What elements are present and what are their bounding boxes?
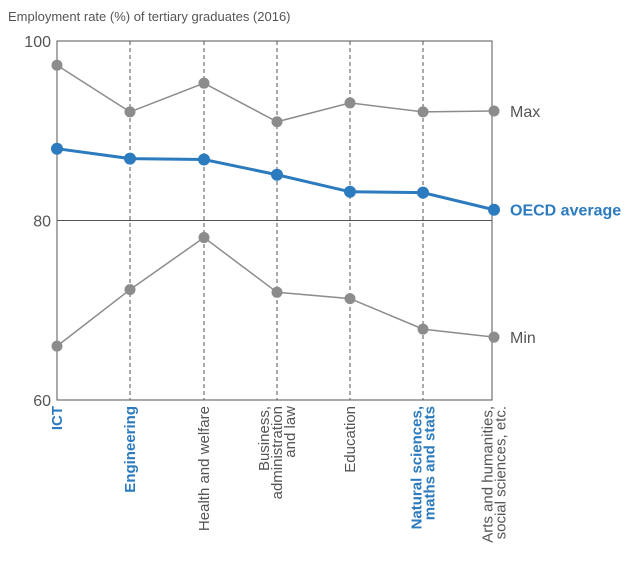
x-tick-label: Engineering [122,406,139,493]
data-point [271,116,283,128]
x-tick-line: and law [282,406,299,458]
y-tick-label: 60 [33,393,51,410]
series-label: Max [510,104,540,121]
series-label: Min [510,330,536,347]
data-point [271,168,283,181]
series-label: OECD average [510,203,621,220]
data-point [271,286,283,298]
data-point [51,142,63,155]
x-tick-line: administration [269,406,286,499]
data-point [417,106,429,118]
x-tick-line: Engineering [122,406,139,493]
data-point [51,340,63,352]
series-layer [51,59,500,352]
x-tick-line: social sciences, etc. [493,406,510,539]
x-tick-line: Education [342,406,359,473]
data-point [344,293,356,305]
grid-layer [56,40,493,401]
x-tick-label: Natural sciences,maths and stats [409,406,439,529]
x-tick-label: Education [342,406,359,473]
data-point [198,153,210,166]
x-tick-line: Business, [256,406,273,471]
x-tick-label: Arts and humanities,social sciences, etc… [480,406,510,543]
data-point [488,105,500,117]
data-point [488,203,500,216]
data-point [124,152,136,165]
data-point [417,323,429,335]
data-point [344,97,356,109]
data-point [198,232,210,244]
y-tick-label: 100 [24,34,51,51]
data-point [124,284,136,296]
x-tick-line: Natural sciences, [409,406,426,529]
labels-layer: 60 80 100 Max OECD average Min ICT Engineering H… [24,34,621,543]
y-tick-label: 80 [33,214,51,231]
x-tick-line: Health and welfare [196,406,213,531]
data-point [124,106,136,118]
data-point [344,185,356,198]
x-tick-label: Business,administrationand law [256,406,299,500]
data-point [488,331,500,343]
data-point [51,59,63,71]
x-tick-label: ICT [49,406,66,430]
series-line [56,64,495,123]
data-point [417,186,429,199]
x-tick-label: Health and welfare [196,406,213,531]
x-tick-line: ICT [49,406,66,430]
x-tick-line: Arts and humanities, [480,406,497,543]
chart-title: Employment rate (%) of tertiary graduate… [8,9,291,24]
data-point [198,77,210,89]
x-tick-line: maths and stats [422,406,439,520]
